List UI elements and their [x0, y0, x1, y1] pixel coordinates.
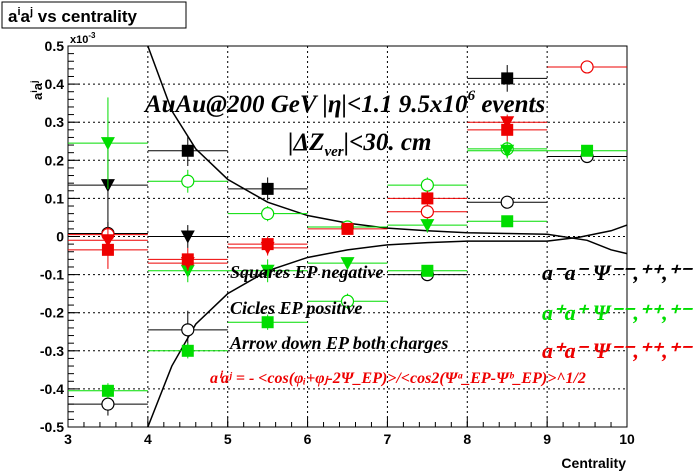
zvertex-annotation: |ΔZver|<30. cm	[288, 129, 431, 160]
circle-marker	[420, 178, 434, 192]
square-marker	[181, 344, 194, 357]
y-tick-label: 0.3	[45, 114, 65, 130]
data-point	[387, 264, 468, 277]
axes: 3 4 5 6 7 8 9 10 -0.5 -0.4 -0.3 -0.2 -0.1 0 0.1 0.2 0.3 0…	[40, 38, 635, 447]
data-point	[147, 225, 228, 248]
y-axis-label: aiaj	[29, 81, 45, 101]
x-tick-label: 7	[384, 431, 392, 447]
legend-plus-plus: a⁺a⁺ Ψ⁻⁻,⁺⁺,⁺⁻	[542, 300, 693, 325]
data-point	[147, 169, 228, 193]
triangle-marker	[420, 219, 435, 233]
x-tick-label: 4	[144, 431, 152, 447]
data-point	[68, 97, 148, 189]
band-lower	[147, 224, 628, 428]
circles-legend-text: Cicles EP positive	[230, 298, 362, 318]
data-point	[387, 217, 468, 233]
y-tick-label: -0.4	[40, 381, 64, 397]
data-point	[387, 205, 468, 219]
data-point	[387, 190, 468, 207]
triangle-marker	[500, 144, 515, 158]
data-point	[227, 314, 308, 330]
circle-marker	[500, 195, 514, 209]
data-point	[467, 215, 548, 228]
data-point	[227, 240, 308, 256]
circle-marker	[340, 294, 355, 308]
x-axis-label: Centrality	[561, 455, 626, 471]
y-tick-label: -0.3	[40, 343, 64, 359]
square-marker	[181, 144, 194, 157]
triangle-marker	[100, 234, 115, 248]
data-point	[467, 65, 548, 92]
square-marker	[261, 316, 274, 329]
x-tick-label: 5	[224, 431, 232, 447]
triangle-marker	[260, 264, 275, 278]
triangle-marker	[260, 241, 275, 255]
y-axis-exponent: x10-3	[70, 31, 96, 46]
data-point	[68, 383, 148, 399]
data-point	[147, 135, 228, 167]
svg-text:aiaj: aiaj	[29, 81, 45, 101]
triangle-marker	[180, 257, 195, 271]
square-marker	[341, 222, 354, 235]
data-point	[147, 310, 228, 349]
y-tick-label: -0.5	[40, 419, 64, 435]
data-point	[467, 195, 548, 209]
triangle-marker	[180, 264, 195, 278]
x-tick-label: 9	[543, 431, 551, 447]
data-point	[147, 255, 228, 271]
data-point	[307, 222, 388, 235]
y-tick-label: -0.2	[40, 305, 64, 321]
x-tick-label: 10	[619, 431, 635, 447]
triangle-marker	[340, 257, 355, 271]
square-marker	[101, 384, 114, 397]
circle-marker	[261, 207, 275, 221]
data-point	[467, 114, 548, 130]
data-point	[307, 293, 388, 309]
arrows-legend-text: Arrow down EP both charges	[229, 333, 448, 353]
circle-marker	[181, 174, 195, 188]
circle-marker	[181, 323, 195, 337]
x-tick-label: 6	[304, 431, 312, 447]
y-tick-label: -0.1	[40, 267, 64, 283]
legend-minus-minus: a⁻a⁻ Ψ⁻⁻,⁺⁺,⁺⁻	[542, 260, 693, 285]
data-point	[387, 177, 468, 193]
triangle-marker	[100, 137, 115, 151]
chart-title: aiaj vs centrality	[1, 1, 187, 29]
data-point	[547, 144, 627, 157]
squares-legend-text: Squares EP negative	[230, 262, 383, 282]
error-bands	[147, 45, 628, 428]
data-point	[467, 143, 548, 159]
square-marker	[501, 215, 514, 228]
y-tick-label: 0	[56, 229, 64, 245]
y-tick-label: 0.5	[45, 38, 65, 54]
legend-plus-minus: a⁺a⁻ Ψ⁻⁻,⁺⁺,⁺⁻	[542, 338, 693, 363]
data-point	[307, 257, 388, 271]
x-tick-label: 3	[64, 431, 72, 447]
data-point	[227, 177, 308, 201]
square-marker	[421, 192, 434, 205]
triangle-marker	[180, 230, 195, 244]
x-tick-label: 8	[463, 431, 471, 447]
circle-marker	[420, 205, 434, 219]
y-tick-label: 0.4	[45, 76, 65, 92]
data-point	[68, 228, 148, 252]
svg-text:aiaj vs centrality: aiaj vs centrality	[8, 6, 138, 26]
circle-marker	[580, 60, 594, 74]
square-marker	[421, 264, 434, 277]
data-point	[227, 259, 308, 283]
data-point	[547, 60, 627, 74]
formula-annotation: aⁱaʲ = - <cos(φᵢ+φⱼ-2Ψ_EP)>/<cos2(Ψᵃ_EP-…	[210, 370, 586, 387]
data-point	[227, 206, 308, 222]
data-points	[68, 60, 627, 416]
triangle-marker	[500, 116, 515, 130]
square-marker	[581, 144, 594, 157]
circle-marker	[101, 397, 115, 411]
energy-annotation: AuAu@200 GeV |η|<1.1 9.5x106 events	[143, 88, 545, 118]
square-marker	[261, 182, 274, 195]
data-point	[147, 343, 228, 359]
square-marker	[501, 72, 514, 85]
y-tick-label: 0.2	[45, 152, 65, 168]
y-tick-label: 0.1	[45, 190, 65, 206]
